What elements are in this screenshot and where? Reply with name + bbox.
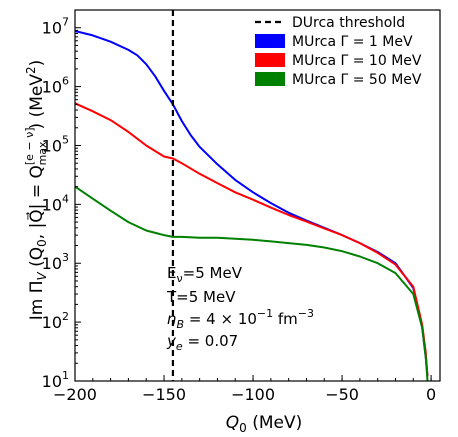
parameter-annotations: Eν=5 MeV T=5 MeV nB = 4 × 10−1 fm−3 ye =… [166,264,314,353]
annotation-part: =5 MeV [183,264,243,282]
annotation-part: n [167,310,177,328]
annotation-part: = 4 × 10 [184,310,257,328]
x-tick-label: −150 [142,385,186,404]
y-tick-label: 102 [42,310,69,332]
plot-frame [74,9,441,382]
annotation-part: −1 [257,307,273,320]
x-axis-title-symbol: Q [226,413,239,433]
y-title-part: max [36,141,49,165]
annotation-part: e [176,340,183,353]
legend-item-gamma-50: MUrca Γ = 50 MeV [255,72,422,88]
y-title-part: | = Q [27,165,47,209]
x-tick-label: −50 [325,385,359,404]
x-axis-title-unit: (MeV) [247,413,302,433]
legend-item-threshold: DUrca threshold [255,15,405,31]
annotation-part: fm [273,310,298,328]
y-title-part: ) (MeV [27,74,47,130]
annotation-electron-fraction: ye = 0.07 [166,332,238,353]
legend-label-gamma-1: MUrca Γ = 1 MeV [292,34,413,50]
y-tick-label: 106 [42,75,69,97]
y-title-part: V [35,272,49,281]
x-axis-title-subscript: 0 [239,421,247,435]
x-axis-ticks: −200 −150 −100 −50 0 [53,375,436,404]
y-tick-label: 104 [42,192,69,214]
y-tick-label: 103 [42,251,69,273]
legend-swatch-gamma-50 [255,72,285,86]
y-title-part: [e − ν] [23,127,36,165]
series-line-2 [74,185,429,382]
y-tick-label: 105 [42,133,69,155]
legend-item-gamma-10: MUrca Γ = 10 MeV [255,53,422,69]
annotation-part: −3 [298,307,314,320]
annotation-temperature: T=5 MeV [166,288,236,306]
x-tick-label: −200 [53,385,97,404]
annotation-baryon-density: nB = 4 × 10−1 fm−3 [167,307,314,331]
legend-label-threshold: DUrca threshold [292,15,405,31]
annotation-part: ν [176,272,182,285]
y-axis-ticks: 101 102 103 104 105 106 107 [42,9,81,391]
y-title-part: ) [27,60,47,67]
legend-label-gamma-10: MUrca Γ = 10 MeV [292,53,422,69]
y-axis-title: Im ΠV (Q0, |Q⃗| = Q[e − ν]max) (MeV2) [23,60,49,321]
annotation-part: = 0.07 [183,332,239,350]
annotation-part: B [177,318,185,331]
legend: DUrca threshold MUrca Γ = 1 MeV MUrca Γ … [255,15,422,88]
legend-swatch-gamma-10 [255,53,285,67]
y-title-part: Im Π [27,281,47,321]
x-axis-title: Q0 (MeV) [226,413,302,435]
plot-lines [74,30,429,382]
annotation-part: y [166,332,177,350]
x-tick-label: 0 [426,385,436,404]
legend-label-gamma-50: MUrca Γ = 50 MeV [292,72,422,88]
legend-item-gamma-1: MUrca Γ = 1 MeV [255,34,413,50]
y-title-part: 2 [24,66,38,74]
annotation-part: E [167,264,176,282]
y-tick-label: 101 [42,369,69,391]
y-title-part: 0 [35,239,49,247]
annotation-neutrino-energy: Eν=5 MeV [167,264,243,285]
y-tick-label: 107 [42,16,69,38]
y-title-part: , |Q [25,209,47,239]
legend-swatch-gamma-1 [255,34,285,48]
series-line-1 [74,102,429,377]
y-title-part: (Q [27,247,47,272]
x-tick-label: −100 [231,385,275,404]
series-line-0 [74,30,429,377]
